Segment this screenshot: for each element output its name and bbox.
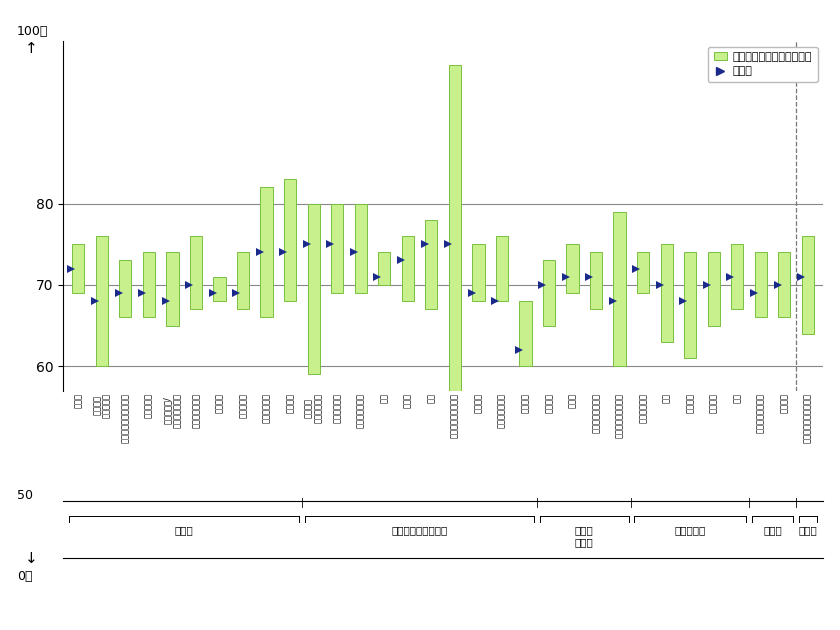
Bar <box>72 244 84 293</box>
Text: 教育サービス: 教育サービス <box>638 392 648 423</box>
Bar <box>543 260 555 326</box>
Text: 0点: 0点 <box>17 570 32 583</box>
Bar <box>260 187 273 318</box>
Bar <box>449 66 461 391</box>
Bar <box>378 253 391 285</box>
Bar <box>778 253 790 318</box>
Bar <box>213 277 226 301</box>
Bar <box>566 244 579 293</box>
Bar <box>331 203 344 293</box>
Bar <box>190 236 202 309</box>
Text: スーパー
マーケット: スーパー マーケット <box>92 392 111 418</box>
Text: 観光・飲食・交通系: 観光・飲食・交通系 <box>391 525 448 536</box>
Bar <box>707 253 720 326</box>
Text: 100点: 100点 <box>17 25 48 38</box>
Text: 通信・
物流系: 通信・ 物流系 <box>575 525 594 547</box>
Text: 自動車販売店: 自動車販売店 <box>262 392 271 423</box>
Text: 近郊鉄道: 近郊鉄道 <box>521 392 530 413</box>
Text: ↓: ↓ <box>25 551 38 566</box>
Bar <box>754 253 767 318</box>
Bar <box>354 203 367 293</box>
Text: 証券: 証券 <box>732 392 742 403</box>
Text: 国内長距離交通: 国内長距離交通 <box>497 392 507 428</box>
Text: 国際航空: 国際航空 <box>474 392 483 413</box>
Bar <box>284 179 297 301</box>
Bar <box>119 260 132 318</box>
Text: 携帯電話: 携帯電話 <box>544 392 554 413</box>
Text: その他: その他 <box>799 525 817 536</box>
Text: 50: 50 <box>17 490 33 502</box>
Text: 事務機器: 事務機器 <box>780 392 789 413</box>
Bar <box>660 244 673 342</box>
Bar <box>166 253 179 326</box>
Text: サービス
ステーション: サービス ステーション <box>304 392 323 423</box>
Bar <box>402 236 414 301</box>
Text: 家電量販店: 家電量販店 <box>144 392 154 418</box>
Bar <box>590 253 602 309</box>
Text: 電力小売（特別調査）: 電力小売（特別調査） <box>803 392 812 443</box>
Bar <box>731 244 743 309</box>
Bar <box>637 253 649 293</box>
Bar <box>496 236 508 301</box>
Text: ビジネスホテル: ビジネスホテル <box>356 392 365 428</box>
Legend: 最高点から最低点までの幅, 中央値: 最高点から最低点までの幅, 中央値 <box>708 47 817 82</box>
Text: 金融系: 金融系 <box>764 525 782 536</box>
Text: 損害保険: 損害保険 <box>709 392 718 413</box>
Text: カフェ: カフェ <box>403 392 412 408</box>
Bar <box>519 301 532 366</box>
Text: 銀行: 銀行 <box>662 392 671 403</box>
Text: ドラッグストア: ドラッグストア <box>192 392 201 428</box>
Bar <box>613 212 626 366</box>
Text: 小売系: 小売系 <box>175 525 193 536</box>
Text: 宅配便: 宅配便 <box>568 392 577 408</box>
Bar <box>143 253 155 318</box>
Text: 生活用品店/
ホームセンター: 生活用品店/ ホームセンター <box>163 392 181 428</box>
Bar <box>96 236 108 366</box>
Bar <box>425 220 438 309</box>
Text: コンビニエンスストア: コンビニエンスストア <box>121 392 130 443</box>
Text: ↑: ↑ <box>25 41 38 56</box>
Text: シティホテル: シティホテル <box>333 392 342 423</box>
Text: フィットネスクラブ: フィットネスクラブ <box>615 392 624 438</box>
Text: 各種専門店: 各種専門店 <box>239 392 248 418</box>
Text: エンタテインメント: エンタテインメント <box>450 392 459 438</box>
Bar <box>472 244 485 301</box>
Text: 生命保険: 生命保険 <box>685 392 695 413</box>
Text: 生活支援系: 生活支援系 <box>675 525 706 536</box>
Text: 衣料品店: 衣料品店 <box>215 392 224 413</box>
Text: 旅行: 旅行 <box>427 392 436 403</box>
Bar <box>237 253 249 309</box>
Bar <box>684 253 696 358</box>
Text: 飲食: 飲食 <box>380 392 389 403</box>
Bar <box>307 203 320 374</box>
Text: 百貨店: 百貨店 <box>74 392 83 408</box>
Text: クレジットカード: クレジットカード <box>756 392 765 433</box>
Text: 生活関連サービス: 生活関連サービス <box>591 392 601 433</box>
Text: 通信販売: 通信販売 <box>286 392 295 413</box>
Bar <box>802 236 814 334</box>
